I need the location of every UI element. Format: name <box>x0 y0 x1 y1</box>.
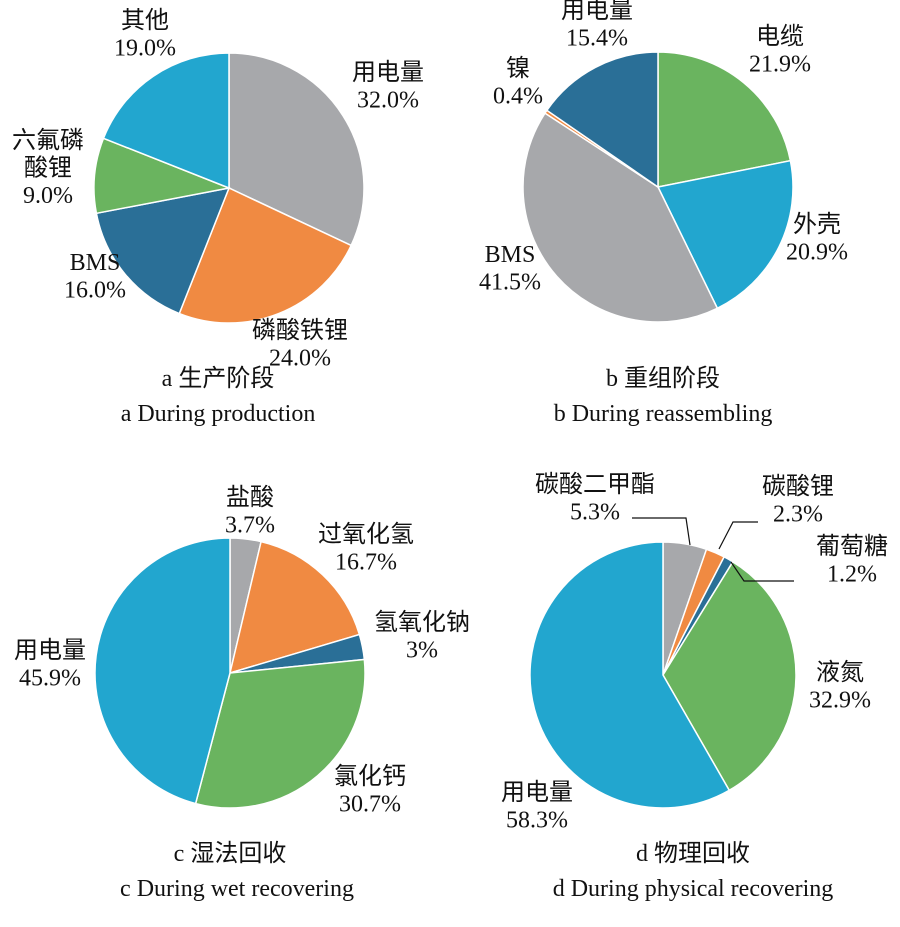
pie-1-slice-0 <box>657 51 792 188</box>
pie-0-slice-4 <box>102 52 230 190</box>
pie-1-label-4: 用电量 15.4% <box>561 0 633 52</box>
caption-en-c: c During wet recovering <box>120 876 354 902</box>
pie-0-label-2: BMS 16.0% <box>64 250 126 304</box>
pie-2-slice-3 <box>194 658 366 809</box>
pie-2-slice-4 <box>94 537 231 805</box>
pie-0-label-4: 其他 19.0% <box>114 7 176 62</box>
pie-1-slice-4 <box>545 51 659 189</box>
pie-1-label-1: 外壳 20.9% <box>786 211 848 266</box>
pie-1-slice-2 <box>522 112 719 323</box>
pie-1-label-0: 电缆 21.9% <box>749 23 811 78</box>
pie-1-label-2: BMS 41.5% <box>479 242 541 296</box>
pie-0-label-3: 六氟磷酸锂 9.0% <box>12 127 84 209</box>
pie-2-label-2: 氢氧化钠 3% <box>374 609 470 664</box>
pie-2-label-0: 盐酸 3.7% <box>225 484 275 539</box>
pie-2-slice-1 <box>228 540 361 675</box>
caption-zh-c: c 湿法回收 <box>174 840 287 867</box>
pie-3-slice-3 <box>662 560 797 792</box>
pie-1: 电缆 21.9% 外壳 20.9% BMS 41.5% 镍 0.4% 用电量 15.4% <box>479 0 848 323</box>
pie-2-label-4: 用电量 45.9% <box>14 637 86 692</box>
pie-0-slice-1 <box>178 186 353 324</box>
pie-3-label-3: 液氮 32.9% <box>809 659 871 714</box>
caption-zh-a: a 生产阶段 <box>162 365 275 392</box>
caption-en-b: b During reassembling <box>554 401 773 427</box>
pie-3-leader-0 <box>632 517 691 546</box>
pie-2-label-1: 过氧化氢 16.7% <box>318 521 414 576</box>
pie-0-label-1: 磷酸铁锂 24.0% <box>252 317 348 372</box>
pie-3-slice-4 <box>529 541 731 809</box>
caption-en-d: d During physical recovering <box>553 876 834 902</box>
pie-3-label-0: 碳酸二甲酯 5.3% <box>535 471 655 526</box>
pie-2-label-3: 氯化钙 30.7% <box>334 763 406 818</box>
pie-1-label-3: 镍 0.4% <box>493 55 543 110</box>
pie-2: 盐酸 3.7% 过氧化氢 16.7% 氢氧化钠 3% 氯化钙 30.7% 用电量 45.9% <box>14 484 470 818</box>
pie-3-leader-2 <box>730 561 794 582</box>
caption-zh-d: d 物理回收 <box>636 840 750 867</box>
caption-en-a: a During production <box>121 401 316 427</box>
pie-0-slice-2 <box>95 187 231 315</box>
pie-1-slice-1 <box>656 159 794 310</box>
pie-3: 碳酸二甲酯 5.3% 碳酸锂 2.3%葡萄糖 1.2% 液氮 32.9% 用电量 58.3% <box>501 471 888 834</box>
pie-0-slice-0 <box>228 52 365 247</box>
caption-zh-b: b 重组阶段 <box>606 365 720 392</box>
pie-0: 用电量 32.0% 磷酸铁锂 24.0% BMS 16.0% 六氟磷酸锂 9.0% 其他 19.0… <box>12 7 424 372</box>
pie-3-leader-1 <box>718 521 758 550</box>
pie-3-label-4: 用电量 58.3% <box>501 779 573 834</box>
pie-3-label-2: 葡萄糖 1.2% <box>816 533 888 588</box>
pie-3-label-1: 碳酸锂 2.3% <box>762 473 834 528</box>
pie-0-label-0: 用电量 32.0% <box>352 59 424 114</box>
